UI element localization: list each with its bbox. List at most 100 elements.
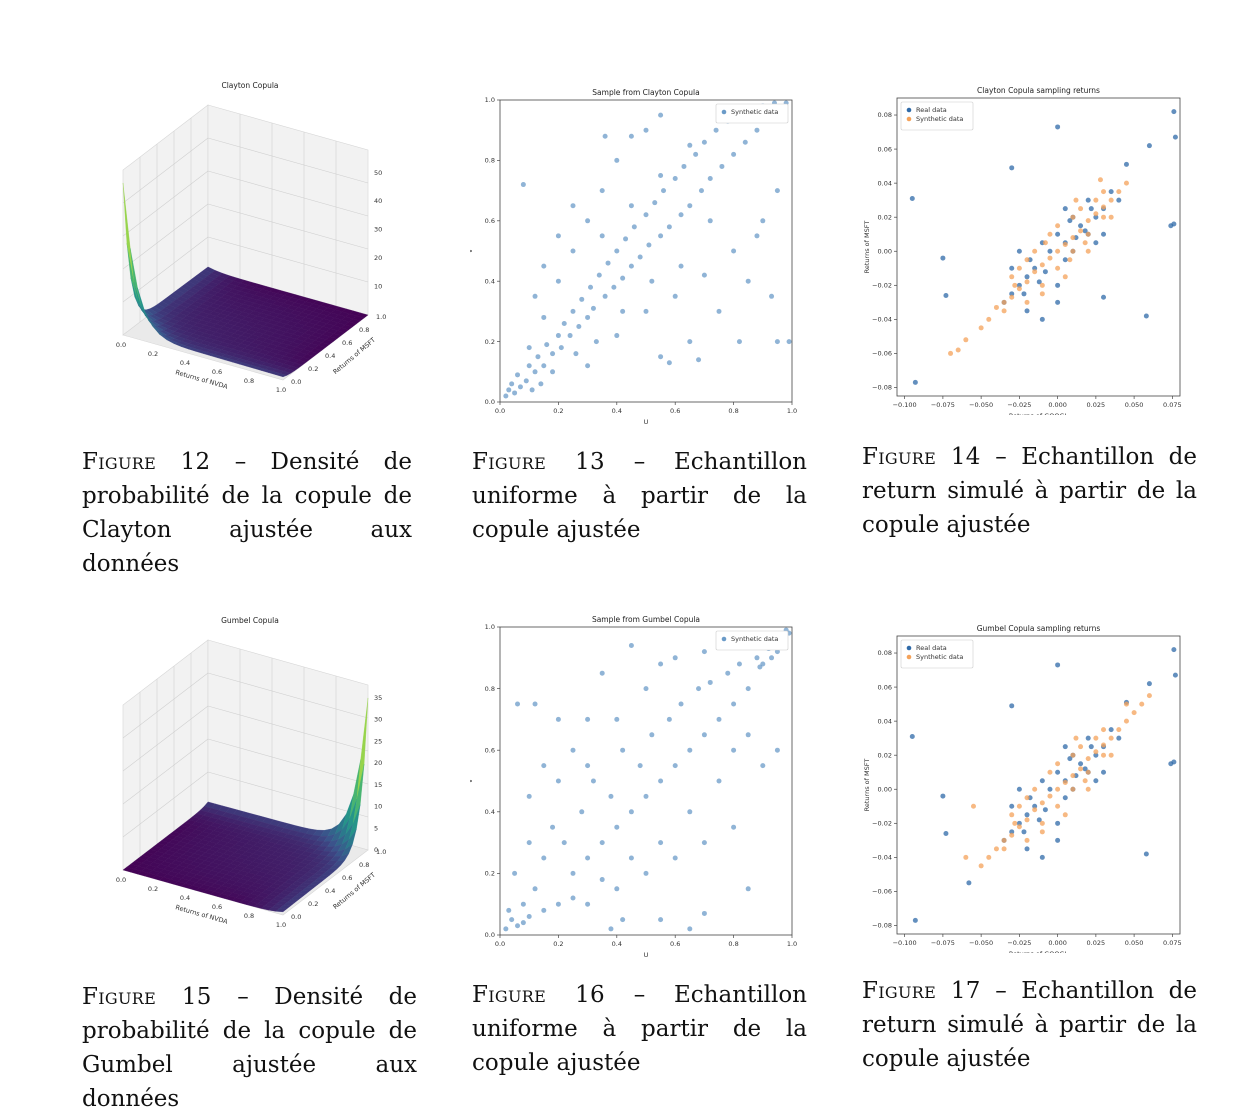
y-tick-label: 1.0 — [376, 848, 386, 856]
caption-label: Figure 17 — [862, 978, 981, 1004]
data-point — [1024, 812, 1030, 818]
data-point — [978, 863, 984, 869]
data-point — [532, 886, 538, 892]
z-tick-label: 40 — [374, 197, 382, 205]
x-tick-label: 0.075 — [1163, 939, 1182, 947]
data-point — [1108, 197, 1114, 203]
legend-box — [900, 639, 974, 669]
figure-14-caption: Figure 14 – Echantillon de return simulé… — [862, 440, 1197, 542]
grid-line — [122, 137, 209, 204]
density-surface — [122, 182, 369, 378]
data-point — [1146, 681, 1152, 687]
data-point — [628, 855, 634, 861]
y-tick-label: 0.6 — [342, 874, 352, 882]
data-point — [1073, 197, 1079, 203]
y-tick-label: 0.8 — [359, 861, 369, 869]
data-point — [658, 840, 664, 846]
data-point — [643, 793, 649, 799]
y-tick-label: 0.8 — [485, 685, 495, 693]
data-point — [608, 926, 614, 932]
data-point — [1093, 749, 1099, 755]
data-point — [993, 304, 999, 310]
data-point — [555, 233, 561, 239]
y-tick-label: 0.00 — [878, 247, 892, 255]
data-point — [1078, 744, 1084, 750]
x-axis-label: U — [644, 418, 649, 425]
data-point — [1036, 279, 1042, 285]
data-point — [570, 747, 576, 753]
chart-title: Gumbel Copula sampling returns — [977, 624, 1101, 633]
figure-12-caption: Figure 12 – Densité de probabilité de la… — [82, 445, 412, 581]
legend-marker — [906, 645, 912, 651]
data-point — [1024, 837, 1030, 843]
data-point — [909, 195, 915, 201]
y-tick-label: 0.2 — [308, 365, 318, 373]
data-point — [678, 263, 684, 269]
data-point — [652, 200, 658, 206]
data-point — [1062, 795, 1068, 801]
data-point — [602, 133, 608, 139]
data-point — [687, 203, 693, 209]
data-point — [1039, 316, 1045, 322]
data-point — [646, 242, 652, 248]
data-point — [570, 308, 576, 314]
data-point — [515, 372, 521, 378]
data-point — [1055, 769, 1061, 775]
data-point — [1001, 308, 1007, 314]
x-tick-label: 1.0 — [276, 386, 286, 394]
data-point — [769, 655, 775, 661]
data-point — [544, 342, 550, 348]
caption-label: Figure 12 — [82, 449, 211, 475]
figure-14-scatter: Clayton Copula sampling returns −0.100 −0.… — [862, 80, 1197, 415]
data-point — [526, 840, 532, 846]
data-point — [526, 793, 532, 799]
series-synthetic-data — [963, 693, 1152, 869]
data-point — [1016, 286, 1022, 292]
y-tick-label: 0.6 — [342, 339, 352, 347]
data-point — [614, 157, 620, 163]
series-synthetic-data — [948, 177, 1129, 356]
data-point — [649, 278, 655, 284]
data-point — [707, 218, 713, 224]
figure-13-scatter: Sample from Clayton Copula 0.0 0.2 0.4 0.6 0.… — [470, 80, 800, 425]
data-point — [1036, 817, 1042, 823]
data-point — [611, 284, 617, 290]
data-point — [1055, 124, 1061, 130]
data-point — [1085, 769, 1091, 775]
data-point — [1032, 786, 1038, 792]
data-point — [1085, 786, 1091, 792]
data-point — [1172, 134, 1178, 140]
data-point — [742, 139, 748, 145]
grid-line — [122, 170, 209, 237]
data-point — [1055, 761, 1061, 767]
x-tick-label: 0.2 — [148, 885, 158, 893]
legend-label: Synthetic data — [916, 115, 963, 123]
data-point — [687, 142, 693, 148]
data-point — [940, 255, 946, 261]
data-point — [596, 272, 602, 278]
data-point — [599, 877, 605, 883]
data-point — [1039, 829, 1045, 835]
data-point — [1082, 766, 1088, 772]
z-tick-label: 25 — [374, 737, 382, 745]
chart-title: Clayton Copula — [221, 81, 278, 90]
y-tick-label: −0.06 — [872, 888, 892, 896]
data-point — [1093, 735, 1099, 741]
y-tick-label: 0.0 — [485, 398, 495, 406]
data-point — [1032, 248, 1038, 254]
data-point — [1055, 662, 1061, 668]
data-point — [1055, 231, 1061, 237]
data-point — [1171, 647, 1177, 653]
data-point — [1009, 803, 1015, 809]
y-tick-label: 0.2 — [485, 338, 495, 346]
data-point — [1062, 779, 1068, 785]
data-point — [509, 381, 515, 387]
grid-line — [207, 203, 369, 250]
data-point — [1055, 223, 1061, 229]
y-tick-label: 0.4 — [325, 352, 335, 360]
caption-text: – Echantillon uniforme à partir de la co… — [472, 982, 807, 1076]
grid-line — [122, 203, 209, 270]
data-point — [1039, 282, 1045, 288]
data-point — [593, 339, 599, 345]
data-point — [515, 923, 521, 929]
